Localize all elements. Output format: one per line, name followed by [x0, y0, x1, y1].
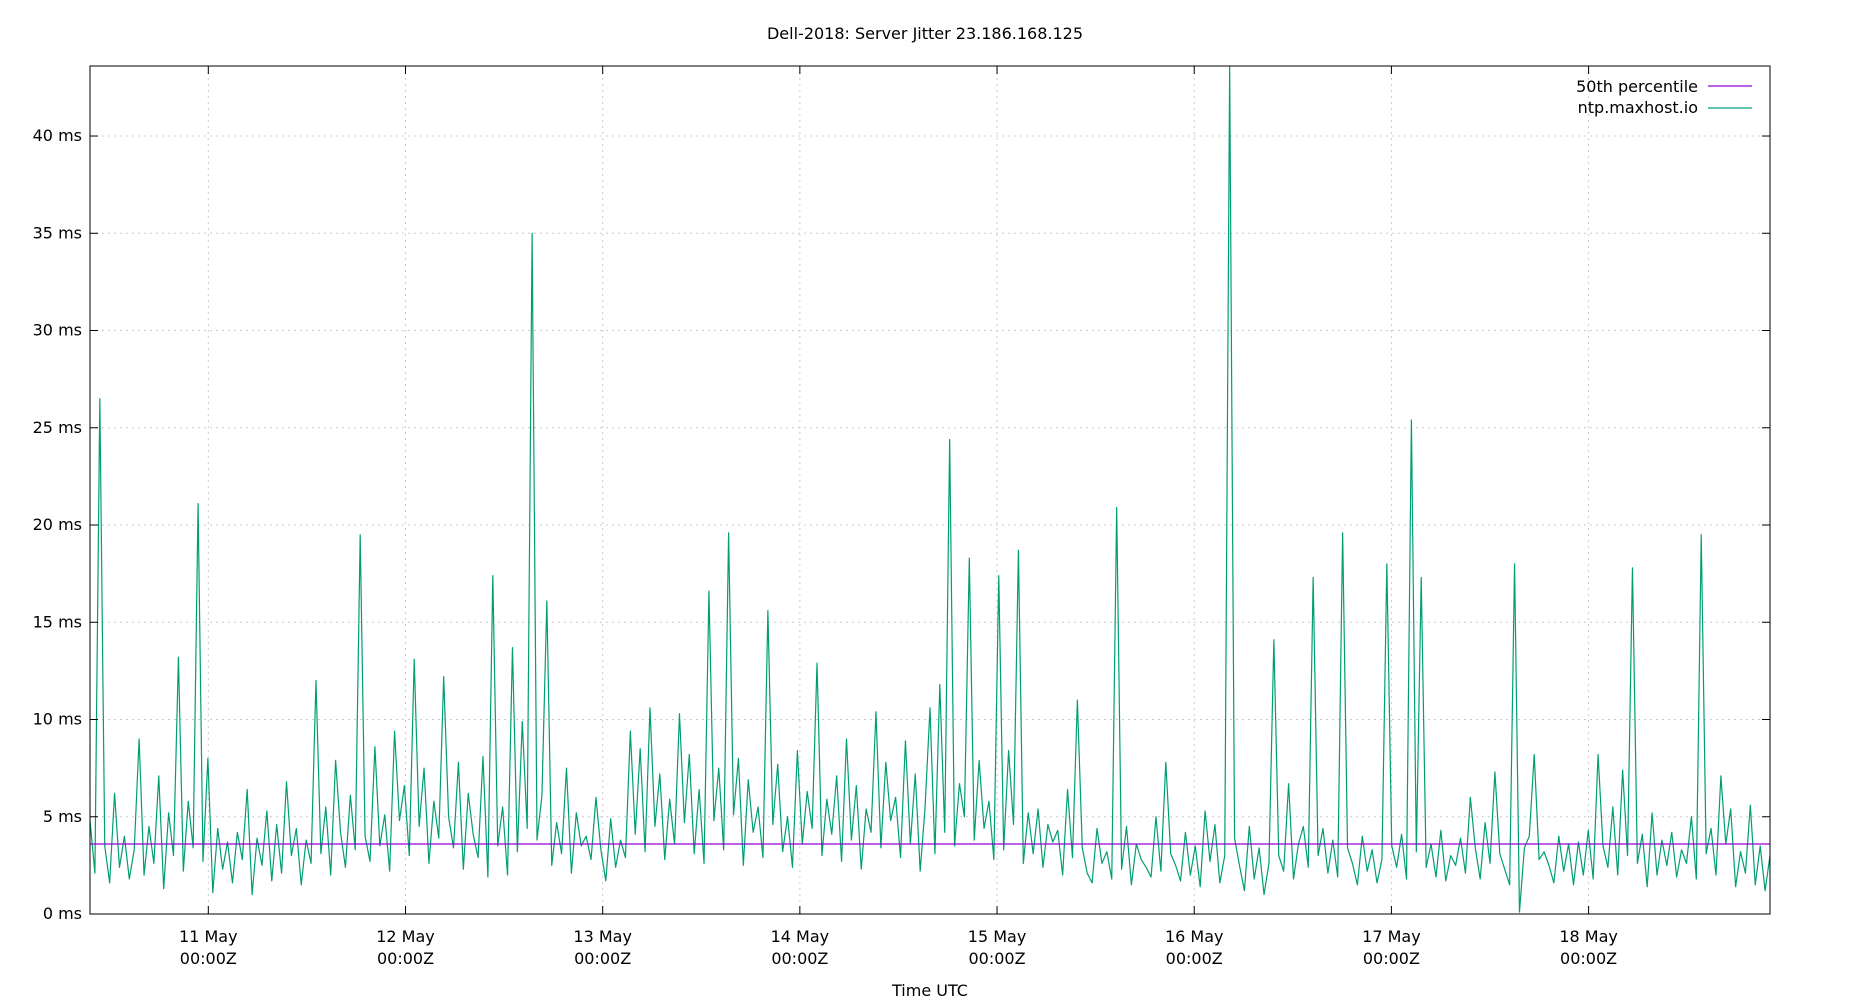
x-tick-label-date: 12 May	[376, 927, 435, 946]
x-tick-label-time: 00:00Z	[1560, 949, 1617, 968]
y-tick-label: 15 ms	[33, 612, 82, 631]
y-tick-label: 35 ms	[33, 223, 82, 242]
x-tick-label-date: 16 May	[1165, 927, 1224, 946]
x-tick-label-time: 00:00Z	[377, 949, 434, 968]
x-tick-label-date: 13 May	[573, 927, 632, 946]
x-axis-label: Time UTC	[891, 981, 968, 1000]
x-tick-label-date: 15 May	[968, 927, 1027, 946]
x-tick-label-time: 00:00Z	[969, 949, 1026, 968]
x-tick-label-time: 00:00Z	[1166, 949, 1223, 968]
y-tick-label: 10 ms	[33, 710, 82, 729]
chart-title: Dell-2018: Server Jitter 23.186.168.125	[767, 24, 1083, 43]
y-tick-label: 30 ms	[33, 321, 82, 340]
series-line-ntp-maxhost	[89, 65, 1771, 913]
x-tick-label-time: 00:00Z	[180, 949, 237, 968]
y-tick-label: 0 ms	[43, 904, 82, 923]
x-tick-label-time: 00:00Z	[771, 949, 828, 968]
y-tick-label: 25 ms	[33, 418, 82, 437]
plot-frame	[89, 65, 1771, 915]
legend-label-ntp-maxhost: ntp.maxhost.io	[1578, 98, 1698, 117]
x-tick-label-date: 11 May	[179, 927, 238, 946]
y-tick-label: 40 ms	[33, 126, 82, 145]
x-tick-label-time: 00:00Z	[574, 949, 631, 968]
y-tick-label: 20 ms	[33, 515, 82, 534]
x-axis: 11 May 00:00Z 12 May 00:00Z 13 May 00:00Z 14 M…	[179, 66, 1618, 968]
x-tick-label-time: 00:00Z	[1363, 949, 1420, 968]
x-tick-label-date: 14 May	[771, 927, 830, 946]
x-tick-label-date: 17 May	[1362, 927, 1421, 946]
legend-label-50th-percentile: 50th percentile	[1576, 77, 1698, 96]
series-lines	[89, 65, 1771, 913]
legend: 50th percentile ntp.maxhost.io	[1576, 77, 1752, 117]
y-axis: 0 ms 5 ms 10 ms 15 ms 20 ms 25 ms 30 ms 35 ms 40…	[33, 126, 1770, 923]
y-tick-label: 5 ms	[43, 807, 82, 826]
x-tick-label-date: 18 May	[1559, 927, 1618, 946]
